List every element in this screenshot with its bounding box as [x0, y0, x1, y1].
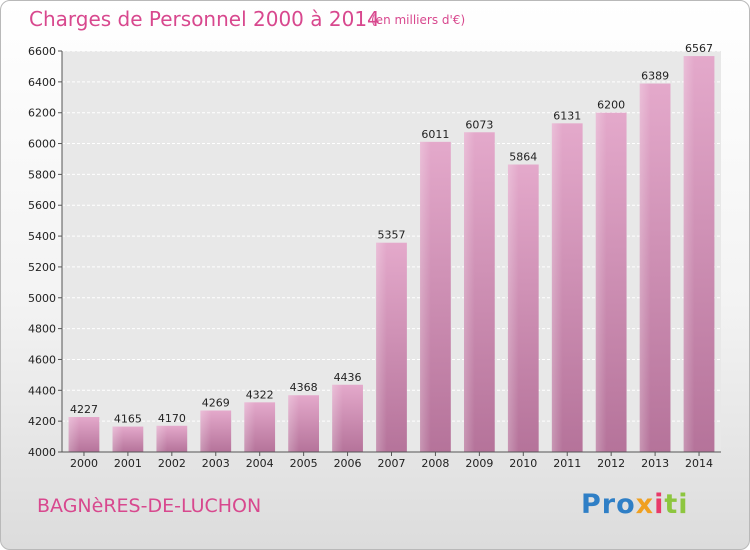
- x-tick-label: 2005: [290, 457, 318, 470]
- y-tick-label: 5600: [28, 199, 56, 212]
- bar-value-label: 4269: [202, 397, 230, 410]
- bar-value-label: 4165: [114, 413, 142, 426]
- bar-highlight: [463, 132, 475, 453]
- y-tick-label: 5800: [28, 168, 56, 181]
- bar-value-label: 6389: [641, 70, 669, 83]
- bar-value-label: 4170: [158, 412, 186, 425]
- x-tick-label: 2011: [553, 457, 581, 470]
- bar-value-label: 6073: [465, 118, 493, 131]
- x-tick-label: 2004: [246, 457, 274, 470]
- x-tick-label: 2010: [509, 457, 537, 470]
- commune-name: BAGNèRES-DE-LUCHON: [37, 495, 262, 517]
- y-tick-label: 4400: [28, 384, 56, 397]
- bar-layer: [68, 56, 715, 453]
- y-tick-label: 6400: [28, 76, 56, 89]
- y-tick-label: 6600: [28, 45, 56, 58]
- x-tick-label: 2014: [685, 457, 713, 470]
- x-tick-label: 2008: [421, 457, 449, 470]
- bar-highlight: [68, 416, 80, 452]
- bar-highlight: [332, 384, 343, 452]
- logo-part: Pro: [581, 489, 636, 520]
- x-tick-label: 2003: [202, 457, 230, 470]
- bar-highlight: [639, 83, 651, 452]
- bar-highlight: [244, 402, 256, 452]
- bar-value-label: 6567: [685, 42, 713, 55]
- logo-part: x: [635, 489, 655, 520]
- y-tick-label: 6000: [28, 138, 56, 151]
- y-tick-label: 4000: [28, 446, 56, 459]
- bar-highlight: [112, 426, 124, 452]
- bar-value-label: 4368: [290, 381, 318, 394]
- x-tick-label: 2000: [70, 457, 98, 470]
- y-tick-label: 4200: [28, 415, 56, 428]
- x-tick-label: 2009: [465, 457, 493, 470]
- bar-value-label: 4322: [246, 388, 274, 401]
- bar-value-label: 5864: [509, 151, 537, 164]
- y-tick-label: 6200: [28, 107, 56, 120]
- chart-title: Charges de Personnel 2000 à 2014: [29, 7, 380, 31]
- bar-highlight: [507, 164, 519, 452]
- y-tick-label: 5200: [28, 261, 56, 274]
- logo-part: ti: [664, 489, 689, 520]
- value-label-layer: 4227 4165 4170 4269 4322 4368 4436 5357 6011 6073…: [70, 42, 713, 425]
- y-tick-label: 4600: [28, 353, 56, 366]
- proxiti-logo: Proxiti: [581, 489, 689, 520]
- x-tick-label: 2013: [641, 457, 669, 470]
- x-tick-label: 2007: [378, 457, 406, 470]
- bar-highlight: [683, 56, 695, 453]
- bar-value-label: 5357: [378, 229, 406, 242]
- bar-value-label: 4436: [334, 371, 362, 384]
- bar-highlight: [156, 425, 168, 452]
- bar-value-label: 4227: [70, 403, 98, 416]
- bar-highlight: [551, 123, 563, 452]
- bar-highlight: [595, 112, 607, 452]
- y-tick-label: 5400: [28, 230, 56, 243]
- bar-highlight: [420, 141, 431, 452]
- x-tick-label: 2006: [334, 457, 362, 470]
- bar-value-label: 6131: [553, 109, 581, 122]
- x-tick-label: 2001: [114, 457, 142, 470]
- bar-highlight: [288, 395, 300, 452]
- bar-value-label: 6011: [421, 128, 449, 141]
- x-tick-label: 2002: [158, 457, 186, 470]
- axis-layer: 4000 4200 4400 4600 4800 5000 5200 5400 5600 5800…: [28, 45, 721, 470]
- logo-part: i: [654, 489, 665, 520]
- y-tick-label: 4800: [28, 323, 56, 336]
- bar-highlight: [376, 242, 387, 452]
- y-tick-label: 5000: [28, 292, 56, 305]
- chart-subtitle: (en milliers d'€): [371, 13, 466, 27]
- x-tick-label: 2012: [597, 457, 625, 470]
- bar-value-label: 6200: [597, 99, 625, 112]
- bar-highlight: [200, 410, 212, 452]
